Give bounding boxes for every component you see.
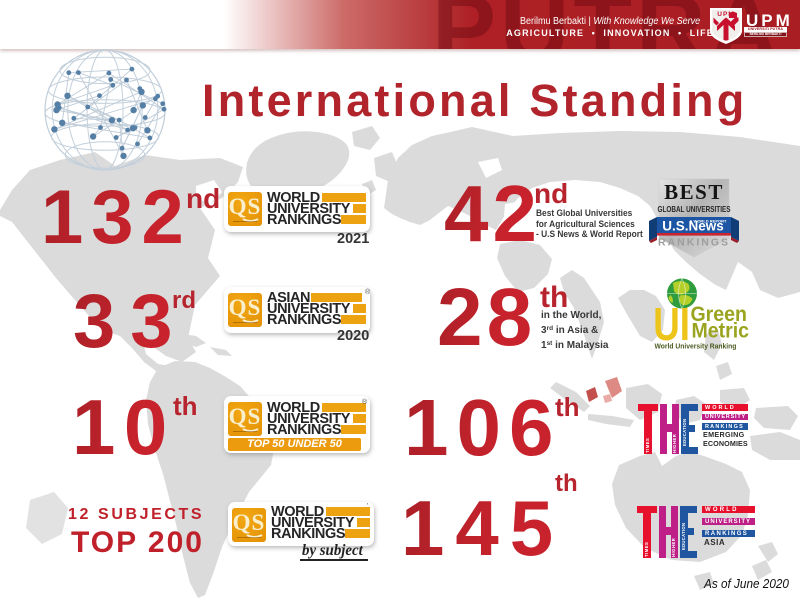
svg-text:GLOBAL UNIVERSITIES: GLOBAL UNIVERSITIES — [658, 204, 731, 214]
svg-text:Metric: Metric — [692, 320, 749, 343]
svg-text:RANKINGS: RANKINGS — [658, 237, 730, 249]
svg-text:World University Ranking: World University Ranking — [655, 342, 737, 350]
svg-text:BEST: BEST — [664, 180, 724, 204]
svg-text:UI: UI — [653, 298, 690, 350]
svg-text:& WORLD REPORT: & WORLD REPORT — [690, 219, 727, 224]
svg-text:UPM: UPM — [717, 11, 734, 18]
svg-text:Green: Green — [691, 303, 747, 326]
svg-text:U.S.News: U.S.News — [662, 219, 724, 234]
